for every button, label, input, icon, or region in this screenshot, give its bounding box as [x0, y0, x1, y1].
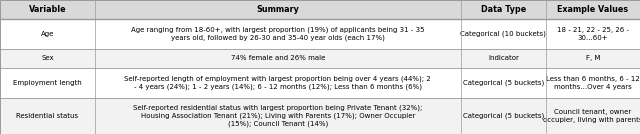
Text: 18 - 21, 22 - 25, 26 -
30...60+: 18 - 21, 22 - 25, 26 - 30...60+ [557, 27, 629, 41]
Text: Sex: Sex [41, 55, 54, 61]
Text: Indicator: Indicator [488, 55, 519, 61]
Text: Age ranging from 18-60+, with largest proportion (19%) of applicants being 31 - : Age ranging from 18-60+, with largest pr… [131, 27, 424, 41]
Text: Self-reported length of employment with largest proportion being over 4 years (4: Self-reported length of employment with … [124, 76, 431, 90]
Text: Example Values: Example Values [557, 5, 628, 14]
Text: Employment length: Employment length [13, 80, 82, 86]
Text: 74% female and 26% male: 74% female and 26% male [230, 55, 325, 61]
Text: Self-reported residential status with largest proportion being Private Tenant (3: Self-reported residential status with la… [133, 105, 422, 127]
Text: Summary: Summary [257, 5, 299, 14]
Bar [0, 19, 640, 49]
Text: F, M: F, M [586, 55, 600, 61]
Text: Categorical (5 buckets): Categorical (5 buckets) [463, 80, 544, 86]
Text: Data Type: Data Type [481, 5, 526, 14]
Text: Variable: Variable [29, 5, 66, 14]
Text: Categorical (10 buckets): Categorical (10 buckets) [460, 31, 547, 37]
Text: Less than 6 months, 6 - 12
months...Over 4 years: Less than 6 months, 6 - 12 months...Over… [546, 76, 640, 90]
Text: Residential status: Residential status [16, 113, 79, 119]
Text: Council tenant, owner
occupier, living with parents: Council tenant, owner occupier, living w… [543, 109, 640, 123]
Bar [0, 68, 640, 98]
Text: Age: Age [41, 31, 54, 37]
Bar [0, 98, 640, 134]
Text: Categorical (5 buckets): Categorical (5 buckets) [463, 113, 544, 119]
Bar [0, 0, 640, 19]
Bar [0, 49, 640, 68]
